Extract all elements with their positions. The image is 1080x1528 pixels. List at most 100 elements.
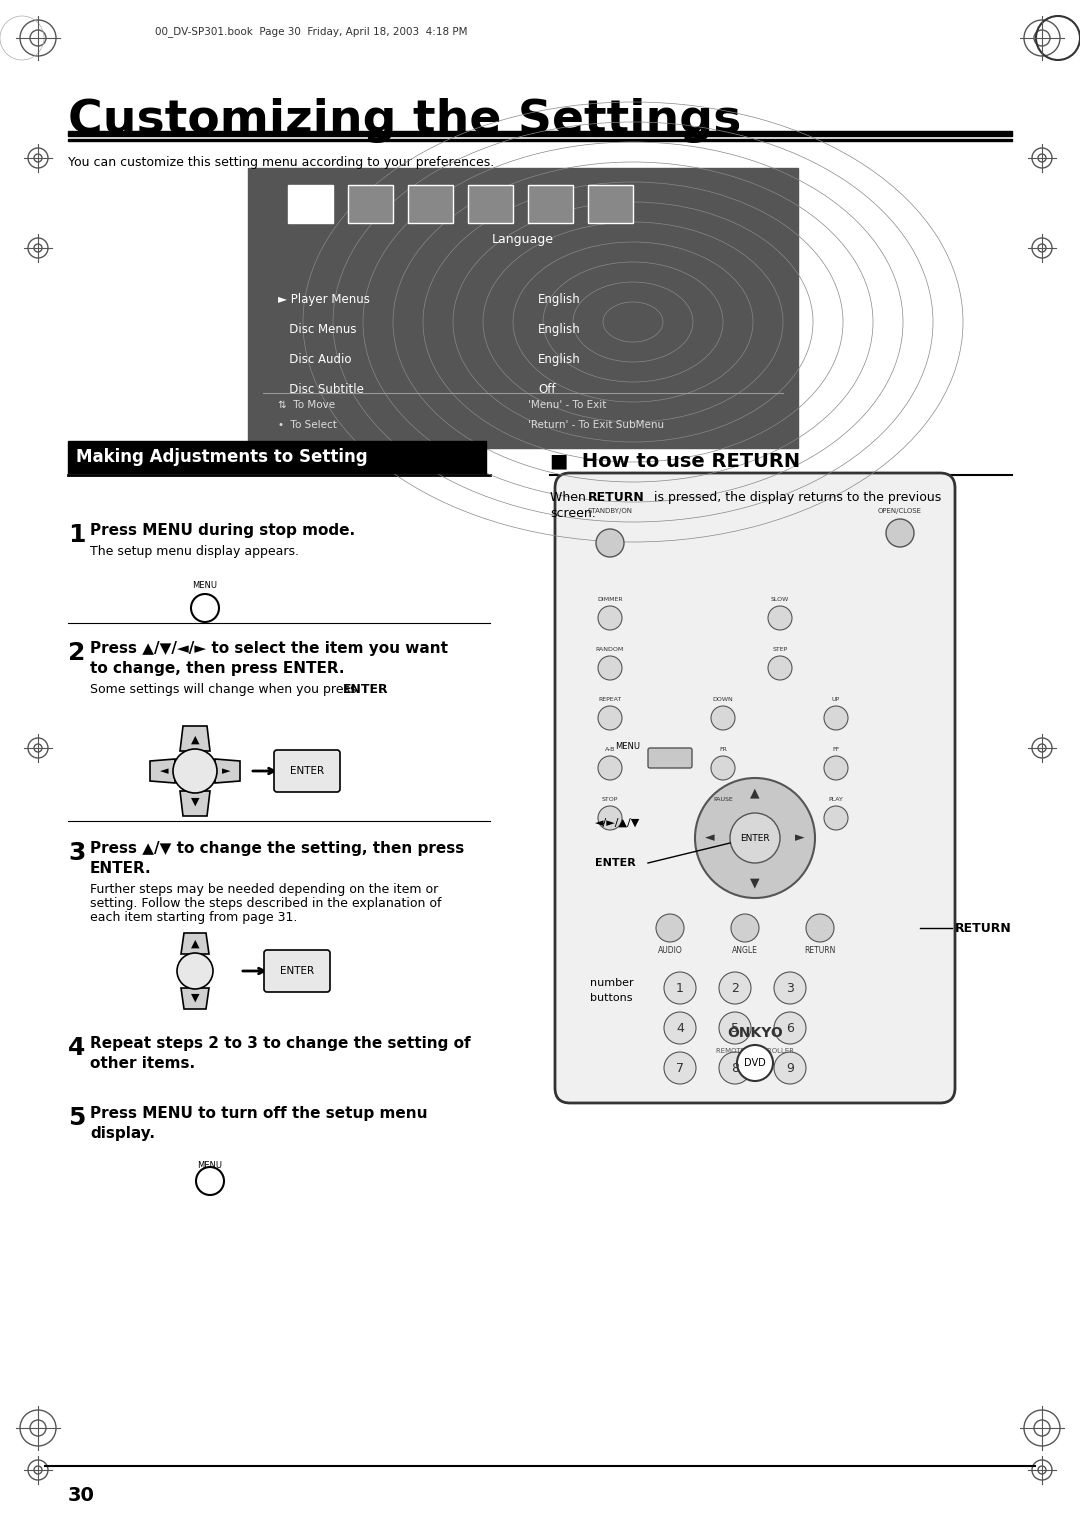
Circle shape — [664, 972, 696, 1004]
Circle shape — [719, 1051, 751, 1083]
FancyBboxPatch shape — [408, 185, 453, 223]
Text: UP: UP — [832, 697, 840, 701]
Text: ENTER: ENTER — [280, 966, 314, 976]
Text: .: . — [380, 683, 384, 695]
Circle shape — [768, 656, 792, 680]
Text: ▲: ▲ — [191, 735, 199, 746]
Text: ANGLE: ANGLE — [732, 946, 758, 955]
Circle shape — [195, 1167, 224, 1195]
Text: ◄/►/▲/▼: ◄/►/▲/▼ — [595, 817, 640, 828]
Text: English: English — [538, 322, 581, 336]
Text: Further steps may be needed depending on the item or: Further steps may be needed depending on… — [90, 883, 438, 895]
Text: 5: 5 — [68, 1106, 85, 1131]
Text: DOWN: DOWN — [713, 697, 733, 701]
Text: MENU: MENU — [192, 581, 217, 590]
Text: MENU: MENU — [198, 1161, 222, 1170]
Text: 6: 6 — [786, 1022, 794, 1034]
Bar — [68, 139, 1012, 141]
Text: ▲: ▲ — [751, 787, 760, 799]
Text: ▲: ▲ — [191, 940, 199, 949]
Text: Press ▲/▼/◄/► to select the item you want: Press ▲/▼/◄/► to select the item you wan… — [90, 642, 448, 656]
Circle shape — [719, 1012, 751, 1044]
FancyBboxPatch shape — [348, 185, 393, 223]
Circle shape — [711, 706, 735, 730]
Circle shape — [598, 756, 622, 779]
Text: 1: 1 — [68, 523, 85, 547]
Text: 2: 2 — [731, 981, 739, 995]
Text: screen.: screen. — [550, 507, 596, 520]
Circle shape — [774, 972, 806, 1004]
Text: MENU: MENU — [615, 741, 640, 750]
Text: 'Return' - To Exit SubMenu: 'Return' - To Exit SubMenu — [528, 420, 664, 429]
Text: to change, then press ENTER.: to change, then press ENTER. — [90, 662, 345, 675]
Text: Repeat steps 2 to 3 to change the setting of: Repeat steps 2 to 3 to change the settin… — [90, 1036, 471, 1051]
Circle shape — [774, 1012, 806, 1044]
Text: PLAY: PLAY — [828, 798, 843, 802]
Circle shape — [711, 805, 735, 830]
Circle shape — [774, 1051, 806, 1083]
Text: 3: 3 — [786, 981, 794, 995]
Text: ▼: ▼ — [191, 798, 199, 807]
Text: ► Player Menus: ► Player Menus — [278, 293, 369, 306]
Text: other items.: other items. — [90, 1056, 195, 1071]
Circle shape — [177, 953, 213, 989]
Polygon shape — [150, 759, 175, 782]
Circle shape — [173, 749, 217, 793]
Text: ENTER: ENTER — [343, 683, 389, 695]
Polygon shape — [180, 726, 210, 750]
Text: STOP: STOP — [602, 798, 618, 802]
FancyBboxPatch shape — [68, 442, 486, 474]
FancyBboxPatch shape — [588, 185, 633, 223]
Text: RANDOM: RANDOM — [596, 646, 624, 652]
Text: PAUSE: PAUSE — [713, 798, 733, 802]
Text: Some settings will change when you press: Some settings will change when you press — [90, 683, 361, 695]
Text: Disc Menus: Disc Menus — [278, 322, 356, 336]
Text: is pressed, the display returns to the previous: is pressed, the display returns to the p… — [650, 490, 942, 504]
Text: Press ▲/▼ to change the setting, then press: Press ▲/▼ to change the setting, then pr… — [90, 840, 464, 856]
Text: RETURN: RETURN — [588, 490, 645, 504]
FancyBboxPatch shape — [274, 750, 340, 792]
Text: REMOTE CONTROLLER: REMOTE CONTROLLER — [716, 1048, 794, 1054]
Text: ◄: ◄ — [160, 766, 168, 776]
Text: AUDIO: AUDIO — [658, 946, 683, 955]
Text: You can customize this setting menu according to your preferences.: You can customize this setting menu acco… — [68, 156, 495, 170]
Text: DVD: DVD — [744, 1057, 766, 1068]
Text: RETURN: RETURN — [805, 946, 836, 955]
Text: 7: 7 — [676, 1062, 684, 1074]
Circle shape — [768, 607, 792, 630]
Circle shape — [711, 756, 735, 779]
Text: 1: 1 — [676, 981, 684, 995]
Text: ENTER: ENTER — [740, 833, 770, 842]
Text: STEP: STEP — [772, 646, 787, 652]
Text: FF: FF — [833, 747, 839, 752]
Text: ◄: ◄ — [705, 831, 715, 845]
Text: FR: FR — [719, 747, 727, 752]
Text: ▼: ▼ — [751, 877, 760, 889]
Polygon shape — [181, 989, 210, 1008]
FancyBboxPatch shape — [648, 749, 692, 769]
Text: ENTER: ENTER — [289, 766, 324, 776]
Circle shape — [886, 520, 914, 547]
Text: DIMMER: DIMMER — [597, 597, 623, 602]
Circle shape — [191, 594, 219, 622]
Text: English: English — [538, 293, 581, 306]
Text: Press MENU to turn off the setup menu: Press MENU to turn off the setup menu — [90, 1106, 428, 1122]
FancyBboxPatch shape — [555, 474, 955, 1103]
Text: The setup menu display appears.: The setup menu display appears. — [90, 545, 299, 558]
Text: setting. Follow the steps described in the explanation of: setting. Follow the steps described in t… — [90, 897, 442, 911]
Circle shape — [737, 1045, 773, 1080]
Text: ►: ► — [221, 766, 230, 776]
Text: Press MENU during stop mode.: Press MENU during stop mode. — [90, 523, 355, 538]
Polygon shape — [180, 792, 210, 816]
Circle shape — [696, 778, 815, 898]
Circle shape — [596, 529, 624, 558]
Bar — [68, 131, 1012, 136]
Circle shape — [656, 914, 684, 941]
Text: 9: 9 — [786, 1062, 794, 1074]
Circle shape — [664, 1051, 696, 1083]
Text: SLOW: SLOW — [771, 597, 789, 602]
Text: Language: Language — [492, 232, 554, 246]
Circle shape — [598, 656, 622, 680]
Circle shape — [824, 706, 848, 730]
Text: buttons: buttons — [590, 993, 633, 1002]
